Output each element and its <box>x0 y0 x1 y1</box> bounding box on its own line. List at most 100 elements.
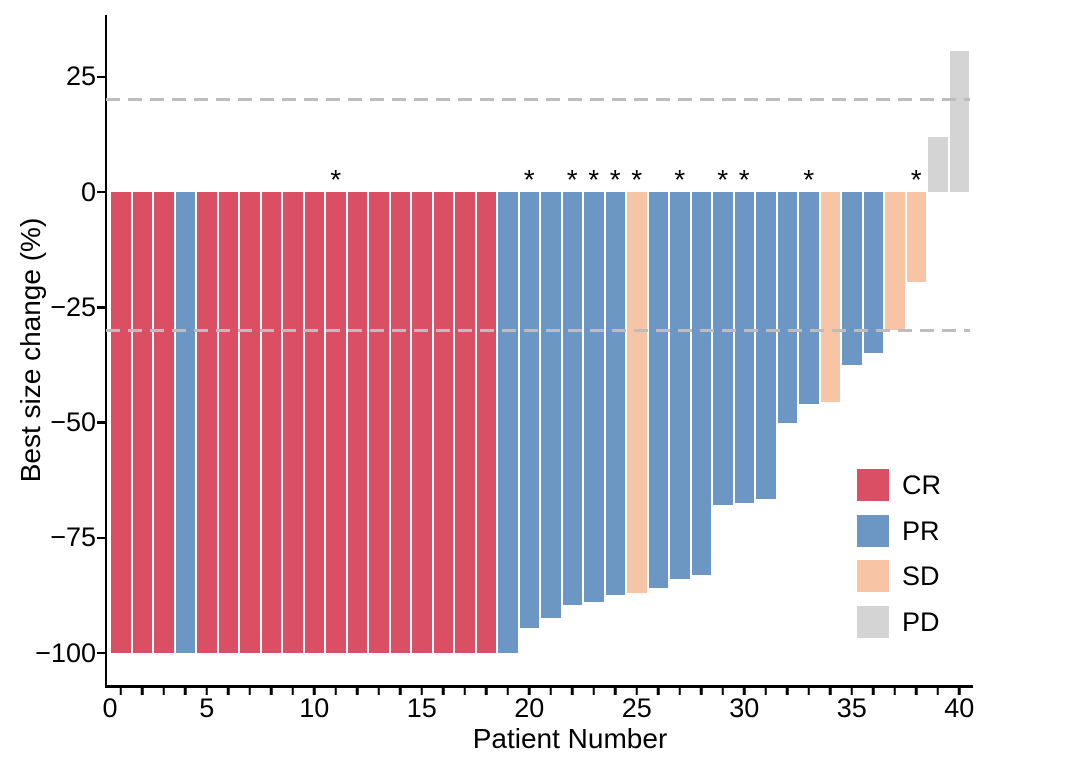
bar-patient-40 <box>949 51 969 192</box>
legend-swatch-CR <box>857 469 889 501</box>
bar-patient-20 <box>519 192 539 628</box>
asterisk-annotation: * <box>910 164 922 195</box>
legend-label-CR: CR <box>902 470 941 500</box>
y-tick <box>97 306 105 309</box>
bar-patient-16 <box>433 192 453 653</box>
x-tick <box>528 687 531 695</box>
x-tick <box>549 687 552 695</box>
x-axis-title: Patient Number <box>472 723 668 754</box>
bar-patient-18 <box>476 192 496 653</box>
y-tick <box>97 651 105 655</box>
bar-patient-38 <box>906 192 926 282</box>
x-tick <box>850 687 853 695</box>
x-tick <box>270 687 273 695</box>
legend-swatch-PD <box>857 605 889 638</box>
x-tick <box>678 687 681 695</box>
y-tick <box>97 190 105 194</box>
y-tick <box>97 75 105 78</box>
x-tick <box>399 687 402 695</box>
bar-patient-12 <box>347 192 367 653</box>
x-tick <box>958 687 961 695</box>
asterisk-annotation: * <box>609 164 621 195</box>
y-tick <box>97 421 105 424</box>
bar-patient-23 <box>584 192 604 603</box>
x-tick <box>291 687 294 695</box>
x-tick <box>162 687 165 695</box>
x-tick <box>334 687 337 695</box>
bar-patient-14 <box>390 192 410 653</box>
legend-label-PR: PR <box>902 515 940 546</box>
asterisk-annotation: * <box>330 164 342 195</box>
reference-line <box>106 98 970 102</box>
reference-line <box>106 328 970 332</box>
bar-patient-1 <box>111 192 131 653</box>
legend-label-PD: PD <box>902 606 940 637</box>
y-tick-label: −100 <box>35 637 96 668</box>
x-tick <box>721 687 724 695</box>
x-tick <box>635 687 638 695</box>
asterisk-annotation: * <box>674 164 686 195</box>
asterisk-annotation: * <box>738 164 750 195</box>
x-tick <box>614 687 617 695</box>
bar-patient-31 <box>756 192 776 499</box>
legend-swatch-SD <box>857 560 889 592</box>
x-axis-line <box>104 685 973 688</box>
bar-patient-37 <box>885 192 905 331</box>
bar-patient-2 <box>132 192 152 653</box>
bar-patient-15 <box>412 192 432 653</box>
bar-patient-26 <box>648 192 668 589</box>
asterisk-annotation: * <box>566 164 578 195</box>
x-tick <box>205 687 208 695</box>
x-tick <box>700 687 703 695</box>
legend-swatch-PR <box>857 514 889 547</box>
x-tick <box>571 687 574 695</box>
bar-patient-28 <box>691 192 711 575</box>
y-tick-label: −50 <box>50 407 96 437</box>
x-tick <box>119 687 122 695</box>
bar-patient-33 <box>799 192 819 405</box>
y-axis-title: Best size change (%) <box>15 217 46 483</box>
bar-patient-34 <box>820 192 840 402</box>
x-tick-label: 5 <box>199 693 215 723</box>
x-tick <box>657 687 660 695</box>
bar-patient-7 <box>240 192 260 653</box>
bar-patient-6 <box>218 192 238 653</box>
bar-patient-32 <box>777 192 797 423</box>
x-tick <box>807 687 810 695</box>
x-tick <box>872 687 875 695</box>
bar-patient-24 <box>605 192 625 596</box>
bar-patient-36 <box>863 192 883 354</box>
x-tick <box>463 687 466 695</box>
x-tick <box>377 687 380 695</box>
x-tick-label: 40 <box>944 693 975 723</box>
x-tick <box>313 687 316 695</box>
bar-patient-27 <box>670 192 690 580</box>
x-tick <box>829 687 832 695</box>
bar-patient-35 <box>842 192 862 365</box>
y-tick <box>97 536 105 539</box>
x-tick-label: 20 <box>514 693 545 723</box>
y-tick-label: 25 <box>65 61 96 92</box>
y-tick-label: 0 <box>80 176 96 207</box>
x-tick <box>506 687 509 695</box>
asterisk-annotation: * <box>588 164 600 195</box>
bar-patient-19 <box>498 192 518 653</box>
bar-patient-25 <box>627 192 647 594</box>
bar-patient-39 <box>928 136 948 192</box>
x-tick-label: 25 <box>621 693 652 723</box>
x-tick <box>743 687 746 695</box>
x-tick <box>227 687 230 695</box>
y-axis-line <box>104 15 107 688</box>
x-tick <box>184 687 187 695</box>
x-tick <box>915 687 918 695</box>
asterisk-annotation: * <box>631 164 643 195</box>
y-tick-label: −25 <box>50 291 96 322</box>
bar-patient-17 <box>455 192 475 653</box>
x-tick-label: 15 <box>406 693 437 723</box>
bar-patient-8 <box>261 192 281 653</box>
x-tick <box>786 687 789 695</box>
asterisk-annotation: * <box>803 164 815 195</box>
x-tick <box>893 687 896 695</box>
